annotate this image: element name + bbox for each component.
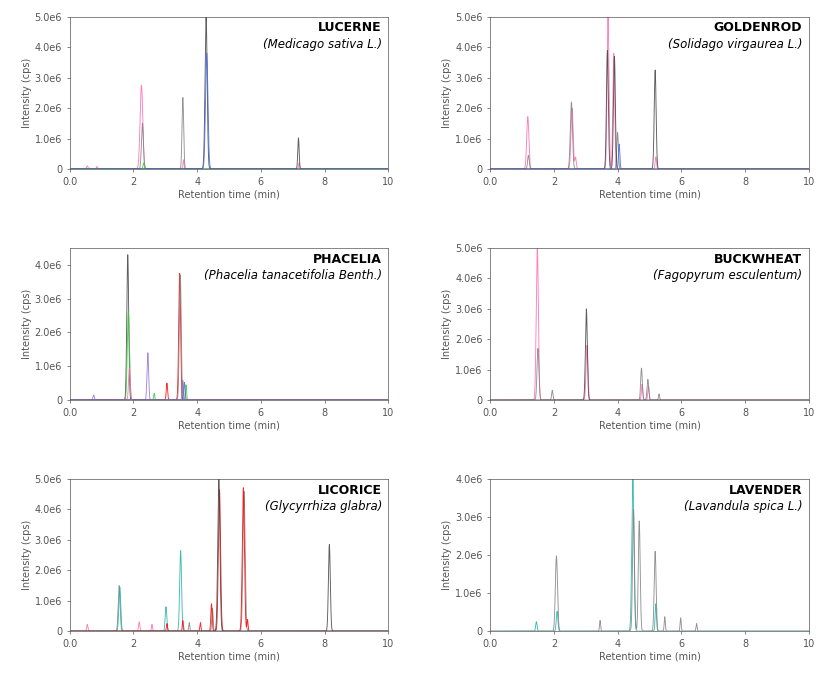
Text: (Fagopyrum esculentum): (Fagopyrum esculentum) <box>654 269 802 282</box>
Y-axis label: Intensity (cps): Intensity (cps) <box>443 58 452 128</box>
Text: LICORICE: LICORICE <box>318 484 382 497</box>
X-axis label: Retention time (min): Retention time (min) <box>599 421 700 431</box>
Text: (Lavandula spica L.): (Lavandula spica L.) <box>684 500 802 514</box>
X-axis label: Retention time (min): Retention time (min) <box>178 189 280 199</box>
Text: (Medicago sativa L.): (Medicago sativa L.) <box>263 38 382 51</box>
Y-axis label: Intensity (cps): Intensity (cps) <box>22 58 32 128</box>
X-axis label: Retention time (min): Retention time (min) <box>599 189 700 199</box>
Text: (Phacelia tanacetifolia Benth.): (Phacelia tanacetifolia Benth.) <box>204 269 382 282</box>
X-axis label: Retention time (min): Retention time (min) <box>599 651 700 662</box>
Text: LUCERNE: LUCERNE <box>319 22 382 34</box>
Text: PHACELIA: PHACELIA <box>313 252 382 265</box>
Text: BUCKWHEAT: BUCKWHEAT <box>714 252 802 265</box>
Y-axis label: Intensity (cps): Intensity (cps) <box>22 289 32 359</box>
X-axis label: Retention time (min): Retention time (min) <box>178 421 280 431</box>
Text: (Glycyrrhiza glabra): (Glycyrrhiza glabra) <box>264 500 382 514</box>
Text: LAVENDER: LAVENDER <box>729 484 802 497</box>
Y-axis label: Intensity (cps): Intensity (cps) <box>443 289 452 359</box>
X-axis label: Retention time (min): Retention time (min) <box>178 651 280 662</box>
Text: GOLDENROD: GOLDENROD <box>713 22 802 34</box>
Y-axis label: Intensity (cps): Intensity (cps) <box>443 520 452 590</box>
Y-axis label: Intensity (cps): Intensity (cps) <box>22 520 32 590</box>
Text: (Solidago virgaurea L.): (Solidago virgaurea L.) <box>667 38 802 51</box>
